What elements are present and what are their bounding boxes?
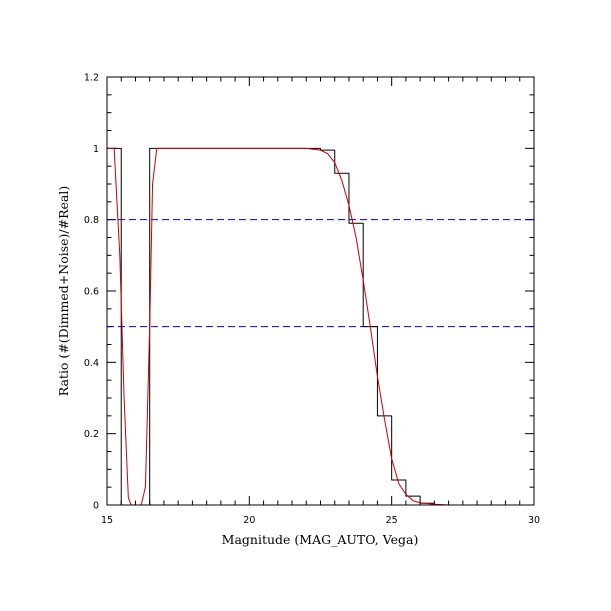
y-tick-label: 0.4: [84, 358, 99, 369]
plot-frame: [106, 76, 535, 506]
y-tick-label: 0: [93, 501, 99, 512]
reference-lines: [107, 219, 534, 328]
x-tick-label: 15: [101, 515, 113, 526]
y-tick-label: 0.2: [84, 429, 99, 440]
y-tick-label: 0.8: [84, 215, 99, 226]
y-tick-label: 0.6: [84, 287, 99, 298]
x-tick-label: 20: [243, 515, 255, 526]
y-tick-label: 1: [93, 144, 99, 155]
tick-labels: 15 20 25 30 0 0.2 0.4 0.6 0.8 1 1.2: [84, 73, 540, 527]
x-tick-label: 30: [528, 515, 540, 526]
step-histogram-line: [107, 147, 534, 506]
y-tick-label: 1.2: [84, 73, 99, 84]
x-axis-title: Magnitude (MAG_AUTO, Vega): [222, 532, 419, 547]
x-tick-label: 25: [386, 515, 398, 526]
y-axis-title: Ratio (#(Dimmed+Noise)/#Real): [56, 186, 71, 396]
